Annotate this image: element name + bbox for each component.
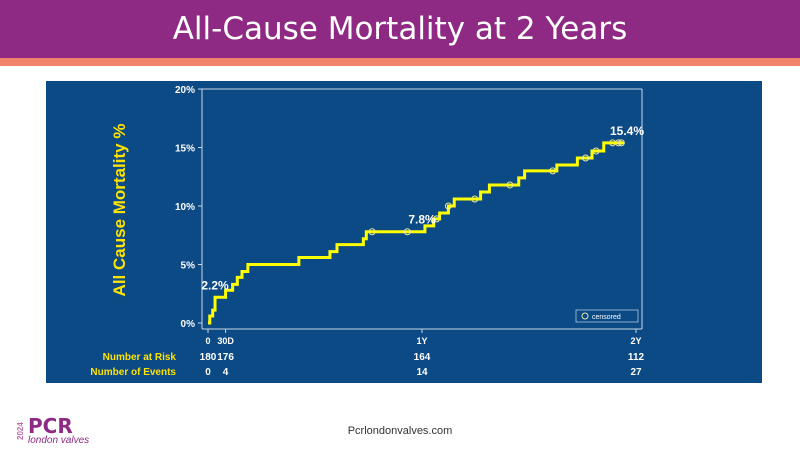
risk-row-label: Number of Events — [90, 367, 176, 378]
risk-row-value: 0 — [205, 367, 211, 378]
risk-row-value: 180 — [199, 352, 217, 363]
censored-marker — [433, 215, 441, 223]
y-tick-label: 10% — [175, 202, 195, 213]
censored-marker — [444, 202, 452, 210]
annotation-label: 15.4% — [610, 124, 644, 138]
censored-marker — [403, 228, 411, 236]
x-tick-label: 1Y — [416, 336, 427, 346]
pcr-logo: 2024 PCR london valves — [16, 414, 116, 446]
legend-label: censored — [592, 314, 621, 321]
legend-censored-marker — [581, 312, 589, 320]
censored-marker — [368, 228, 376, 236]
footer-url[interactable]: Pcrlondonvalves.com — [347, 425, 453, 437]
slide-title: All-Cause Mortality at 2 Years — [172, 11, 628, 47]
censored-marker — [617, 139, 625, 147]
x-tick-label: 2Y — [630, 336, 641, 346]
risk-row-value: 176 — [217, 352, 234, 363]
annotation-label: 2.2% — [201, 278, 229, 292]
chart-panel: 0% 5% 10% 15% 20% 0 30D 1Y 2Y 2.2% 7.8% 15.4% censor… — [46, 81, 762, 383]
mortality-chart: 0% 5% 10% 15% 20% 0 30D 1Y 2Y 2.2% 7.8% 15.4% censor… — [175, 85, 644, 346]
logo-subtitle: london valves — [28, 435, 90, 446]
annotation-label: 7.8% — [408, 213, 436, 227]
censored-marker — [549, 167, 557, 175]
km-curve — [208, 141, 625, 325]
x-tick-label: 0 — [205, 336, 210, 346]
y-tick-label: 15% — [175, 144, 195, 155]
censored-marker — [582, 154, 590, 162]
censored-marker — [614, 139, 622, 147]
y-tick-label: 5% — [181, 261, 196, 272]
risk-row-value: 112 — [627, 352, 645, 363]
y-axis-label: All Cause Mortality % — [110, 123, 129, 297]
accent-bar — [0, 58, 800, 66]
risk-row-value: 164 — [413, 352, 431, 363]
title-bar — [0, 0, 800, 58]
censored-marker — [592, 147, 600, 155]
censored-marker — [506, 181, 514, 189]
logo-brand: PCR — [28, 414, 73, 438]
y-tick-label: 0% — [181, 319, 196, 330]
censored-marker — [471, 195, 479, 203]
x-tick-label: 30D — [217, 336, 234, 346]
y-tick-label: 20% — [175, 85, 195, 96]
risk-row-value: 14 — [416, 367, 428, 378]
risk-row-value: 27 — [630, 367, 642, 378]
risk-row-value: 4 — [222, 367, 229, 378]
legend-box — [575, 309, 639, 323]
risk-row-label: Number at Risk — [102, 352, 176, 363]
